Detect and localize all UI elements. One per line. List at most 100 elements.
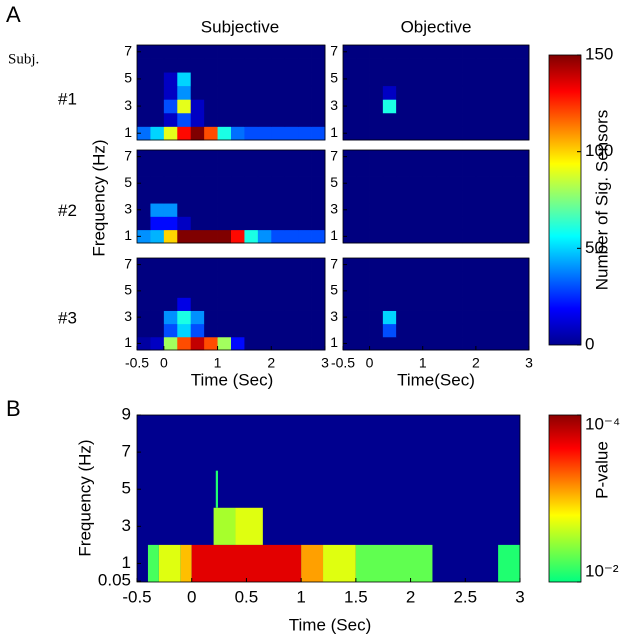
heatmap-cell (177, 271, 192, 285)
heatmap-cell (369, 297, 384, 311)
heatmap-cell (137, 216, 151, 231)
heatmap-cell (382, 72, 397, 87)
y-tick-label: 3 (124, 308, 132, 324)
heatmap-cell (422, 297, 437, 311)
heatmap-cell (231, 297, 245, 311)
heatmap-cell (257, 203, 272, 217)
heatmap-cell (343, 297, 357, 311)
heatmap-cell (502, 112, 517, 127)
heatmap-cell (436, 271, 450, 285)
heatmap-cell (177, 112, 192, 127)
heatmap-cell (436, 126, 450, 141)
heatmap-cell (284, 45, 299, 59)
heatmap-cell (204, 150, 218, 164)
column-title: Objective (401, 17, 472, 36)
heatmap-cell (356, 229, 370, 244)
heatmap-cell (382, 150, 397, 164)
heatmap-cell (356, 112, 370, 127)
heatmap-cell (436, 216, 450, 231)
y-tick-label: 7 (124, 255, 132, 271)
heatmap-cell (356, 163, 370, 177)
heatmap-cell (462, 99, 477, 114)
heatmap-cell (449, 163, 463, 177)
heatmap-cell (515, 297, 530, 311)
heatmap-cell (217, 271, 232, 285)
x-tick-label: 2 (472, 355, 480, 371)
heatmap-cell (271, 45, 286, 59)
heatmap-cell (271, 284, 286, 298)
heatmap-cell (231, 258, 245, 272)
heatmap-cell (231, 126, 245, 141)
heatmap-cell (217, 189, 232, 204)
heatmap-cell (515, 323, 530, 338)
subject-label: #1 (58, 89, 77, 108)
heatmap-cell (356, 45, 370, 59)
y-tick-label: 1 (330, 124, 338, 140)
column-title: Subjective (201, 17, 279, 36)
heatmap-cell (163, 258, 178, 272)
heatmap-cell (177, 189, 192, 204)
heatmap-cell (449, 150, 463, 164)
heatmap-cell (311, 336, 326, 351)
heatmap-cell (409, 271, 424, 285)
heatmap-cell (489, 258, 503, 272)
heatmap-cell (502, 126, 517, 141)
heatmap-cell (257, 189, 272, 204)
heatmap-cell (489, 85, 503, 100)
heatmap-cell (382, 258, 397, 272)
subject-label: #3 (58, 308, 77, 327)
heatmap-cell (217, 310, 232, 325)
heatmap-cell (231, 189, 245, 204)
heatmap-cell (422, 258, 437, 272)
pvalue-segment (498, 544, 520, 582)
heatmap-cell (298, 203, 312, 217)
heatmap-cell (382, 85, 397, 100)
heatmap-cell (163, 271, 178, 285)
heatmap-cell (231, 58, 245, 73)
heatmap-cell (343, 45, 357, 59)
heatmap-cell (150, 189, 165, 204)
heatmap-cell (190, 271, 205, 285)
heatmap-cell (436, 284, 450, 298)
heatmap-cell (150, 85, 165, 100)
x-tick-label: 0 (160, 355, 168, 371)
heatmap-cell (177, 150, 192, 164)
heatmap-cell (231, 203, 245, 217)
heatmap-cell (475, 163, 490, 177)
heatmap-cell (284, 271, 299, 285)
x-axis-label: Time(Sec) (397, 370, 475, 389)
y-tick-label: 1 (122, 553, 131, 572)
heatmap-cell (449, 72, 463, 87)
heatmap-cell (369, 203, 384, 217)
heatmap-cell (369, 310, 384, 325)
heatmap-cell (284, 85, 299, 100)
heatmap-cell (436, 99, 450, 114)
heatmap-cell (409, 203, 424, 217)
heatmap-cell (190, 112, 205, 127)
heatmap-cell (502, 297, 517, 311)
y-tick-label: 5 (124, 282, 132, 298)
heatmap-cell (177, 176, 192, 191)
heatmap-cell (163, 323, 178, 338)
heatmap-cell (190, 99, 205, 114)
heatmap-cell (271, 229, 286, 244)
heatmap-cell (382, 45, 397, 59)
heatmap-cell (422, 336, 437, 351)
heatmap-cell (137, 176, 151, 191)
heatmap-cell (449, 126, 463, 141)
plot-frame (136, 414, 521, 583)
heatmap-cell (244, 176, 259, 191)
heatmap-cell (396, 176, 410, 191)
heatmap-cell (356, 297, 370, 311)
y-tick-label: 7 (330, 147, 338, 163)
heatmap-cell (271, 150, 286, 164)
heatmap-cell (515, 99, 530, 114)
heatmap-cell (298, 216, 312, 231)
heatmap-cell (177, 297, 192, 311)
heatmap-cell (137, 284, 151, 298)
heatmap-cell (422, 45, 437, 59)
heatmap-cell (137, 189, 151, 204)
heatmap-cell (244, 150, 259, 164)
x-tick-label: 2.5 (453, 587, 477, 606)
heatmap-cell (369, 58, 384, 73)
